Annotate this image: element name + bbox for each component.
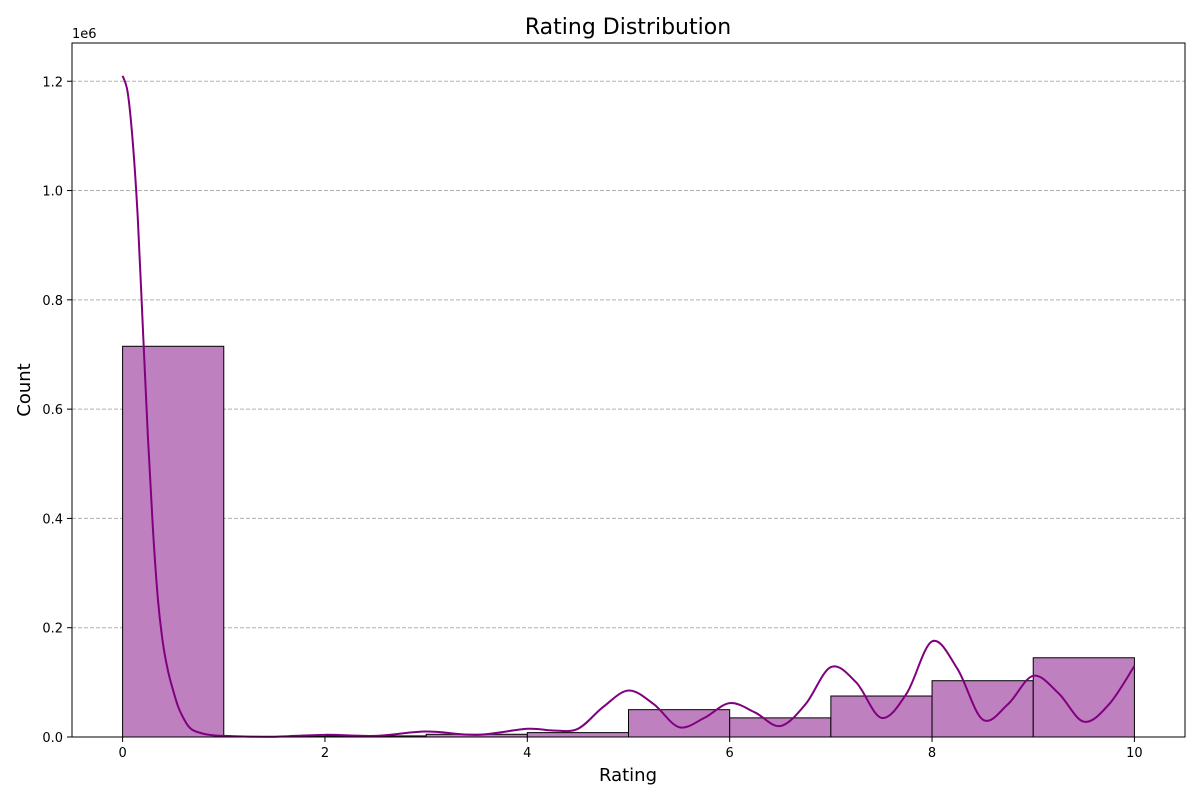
y-offset-label: 1e6 <box>72 27 97 42</box>
histogram-bar <box>931 680 1034 738</box>
histogram-bar <box>526 732 629 738</box>
y-tick-label: 0.8 <box>42 294 63 309</box>
kde-curve <box>121 75 1136 738</box>
x-tick-label: 4 <box>523 746 531 761</box>
y-tick-label: 0.6 <box>42 403 63 418</box>
y-tick-label: 1.2 <box>42 75 63 90</box>
x-tick-label: 10 <box>1126 746 1143 761</box>
plot-frame <box>71 42 1186 738</box>
histogram-bar <box>729 717 832 738</box>
histogram-bars <box>122 345 1135 738</box>
x-tick-label: 0 <box>118 746 126 761</box>
x-tick-label: 8 <box>928 746 936 761</box>
y-axis-ticks: 0.0 0.2 0.4 0.6 0.8 1.0 1.2 <box>42 75 72 746</box>
histogram-bar <box>1032 657 1135 738</box>
y-axis-label: Count <box>14 363 35 416</box>
y-tick-label: 0.2 <box>42 622 63 637</box>
x-tick-label: 6 <box>726 746 734 761</box>
y-tick-label: 0.0 <box>42 731 63 746</box>
y-tick-label: 1.0 <box>42 185 63 200</box>
y-tick-label: 0.4 <box>42 512 63 527</box>
x-axis-ticks: 0 2 4 6 8 10 <box>118 737 1143 761</box>
x-tick-label: 2 <box>321 746 329 761</box>
histogram-bar <box>628 709 731 738</box>
kde-curve-group <box>121 75 1136 738</box>
chart-title: Rating Distribution <box>525 15 731 40</box>
x-axis-label: Rating <box>599 765 657 786</box>
histogram-bar <box>830 695 933 738</box>
histogram-bar <box>122 345 225 738</box>
